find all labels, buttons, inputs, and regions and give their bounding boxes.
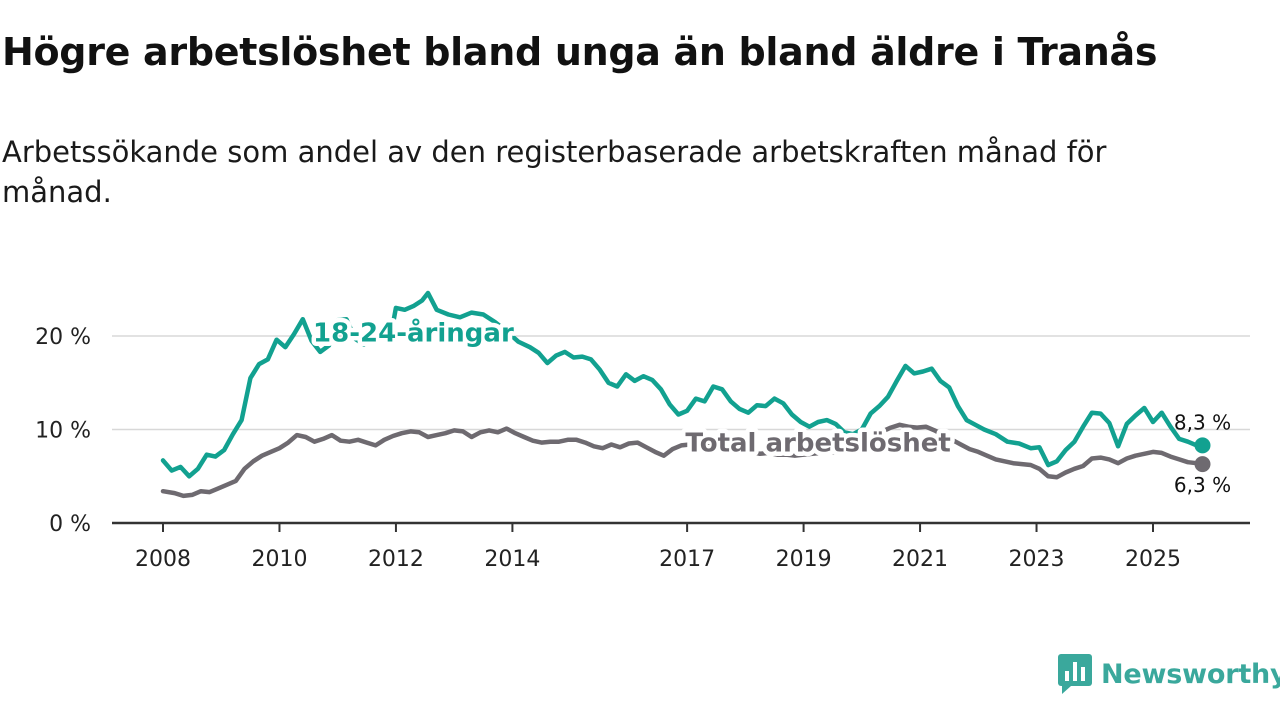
chart-subtitle: Arbetssökande som andel av den registerb… [2, 135, 1107, 209]
x-tick-label: 2019 [776, 547, 832, 572]
series-label-halo: 18-24-åringar [313, 316, 514, 348]
x-tick-label: 2008 [135, 547, 191, 572]
series-label-halo: Total arbetslöshet [685, 429, 950, 459]
end-label-youth: 8,3 % [1174, 410, 1231, 434]
newsworthy-logo-icon [1058, 654, 1092, 694]
x-tick-label: 2017 [659, 547, 715, 572]
series-line-total [160, 422, 1205, 499]
series-line-youth [160, 290, 1205, 479]
y-tick-label: 20 % [35, 325, 91, 350]
y-tick-label: 10 % [35, 419, 91, 444]
x-tick-label: 2025 [1125, 547, 1181, 572]
end-point-youth [1194, 437, 1211, 454]
y-tick-label: 0 % [49, 512, 91, 537]
x-tick-label: 2014 [484, 547, 540, 572]
series-lines [160, 290, 1211, 499]
chart-title: Högre arbetslöshet bland unga än bland ä… [2, 30, 1158, 74]
x-tick-label: 2012 [368, 547, 424, 572]
x-tick-label: 2023 [1009, 547, 1065, 572]
series-label-youth: 18-24-åringar [313, 316, 514, 348]
brand-name: Newsworthy [1101, 658, 1280, 690]
x-tick-label: 2021 [892, 547, 948, 572]
newsworthy-brand[interactable]: Newsworthy [1058, 654, 1280, 694]
series-label-total: Total arbetslöshet [685, 429, 950, 459]
end-label-total: 6,3 % [1174, 473, 1231, 497]
grid-lines: 0 % 10 % 20 % [35, 325, 1250, 537]
end-point-total [1194, 456, 1211, 473]
x-axis: 2008 2010 2012 2014 2017 2019 2021 2023 2025 [112, 521, 1250, 572]
x-tick-label: 2010 [251, 547, 307, 572]
